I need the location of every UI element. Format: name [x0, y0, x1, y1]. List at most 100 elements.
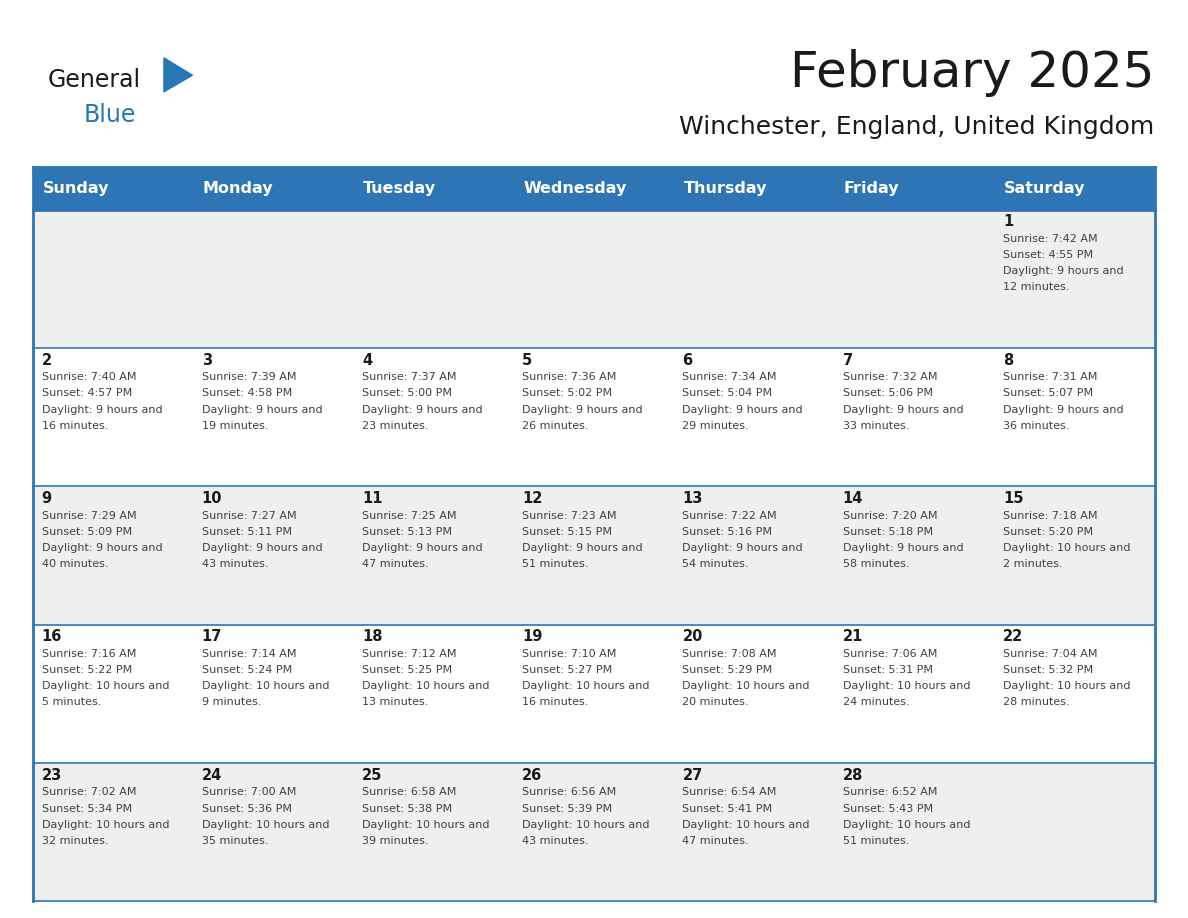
Text: 43 minutes.: 43 minutes.: [202, 559, 268, 569]
Text: Daylight: 10 hours and: Daylight: 10 hours and: [42, 820, 169, 830]
Text: 43 minutes.: 43 minutes.: [523, 835, 589, 845]
Text: Sunrise: 6:52 AM: Sunrise: 6:52 AM: [842, 788, 937, 798]
Text: Sunrise: 6:56 AM: Sunrise: 6:56 AM: [523, 788, 617, 798]
Text: 23: 23: [42, 767, 62, 783]
Text: Sunset: 5:09 PM: Sunset: 5:09 PM: [42, 527, 132, 537]
Bar: [33, 763, 1155, 901]
Text: 9: 9: [42, 491, 52, 506]
Text: Sunrise: 7:18 AM: Sunrise: 7:18 AM: [1003, 510, 1098, 521]
Text: Daylight: 10 hours and: Daylight: 10 hours and: [842, 820, 971, 830]
Text: Sunrise: 7:12 AM: Sunrise: 7:12 AM: [362, 649, 456, 659]
Text: Daylight: 9 hours and: Daylight: 9 hours and: [202, 543, 322, 553]
Text: Friday: Friday: [843, 181, 899, 196]
Text: Sunrise: 7:42 AM: Sunrise: 7:42 AM: [1003, 234, 1098, 244]
Text: Sunrise: 7:36 AM: Sunrise: 7:36 AM: [523, 373, 617, 382]
Text: 4: 4: [362, 353, 372, 367]
Text: 16 minutes.: 16 minutes.: [523, 698, 588, 708]
Text: 40 minutes.: 40 minutes.: [42, 559, 108, 569]
Text: Sunset: 5:24 PM: Sunset: 5:24 PM: [202, 666, 292, 675]
Text: 7: 7: [842, 353, 853, 367]
Text: Sunrise: 7:16 AM: Sunrise: 7:16 AM: [42, 649, 135, 659]
Text: Daylight: 9 hours and: Daylight: 9 hours and: [1003, 405, 1124, 415]
Text: Sunset: 5:11 PM: Sunset: 5:11 PM: [202, 527, 292, 537]
Text: Sunrise: 7:40 AM: Sunrise: 7:40 AM: [42, 373, 137, 382]
Text: 8: 8: [1003, 353, 1013, 367]
Text: February 2025: February 2025: [790, 50, 1155, 97]
Text: Sunrise: 7:31 AM: Sunrise: 7:31 AM: [1003, 373, 1098, 382]
Text: Daylight: 9 hours and: Daylight: 9 hours and: [842, 405, 963, 415]
Text: 54 minutes.: 54 minutes.: [682, 559, 748, 569]
Text: Sunrise: 7:10 AM: Sunrise: 7:10 AM: [523, 649, 617, 659]
Text: Tuesday: Tuesday: [364, 181, 436, 196]
Text: Sunrise: 7:25 AM: Sunrise: 7:25 AM: [362, 510, 456, 521]
Text: Sunset: 5:07 PM: Sunset: 5:07 PM: [1003, 388, 1093, 398]
Text: Sunrise: 7:39 AM: Sunrise: 7:39 AM: [202, 373, 296, 382]
Text: 24: 24: [202, 767, 222, 783]
Bar: [33, 167, 1155, 209]
Text: 39 minutes.: 39 minutes.: [362, 835, 429, 845]
Text: 9 minutes.: 9 minutes.: [202, 698, 261, 708]
Text: 24 minutes.: 24 minutes.: [842, 698, 909, 708]
Text: Sunset: 5:39 PM: Sunset: 5:39 PM: [523, 803, 612, 813]
Text: 10: 10: [202, 491, 222, 506]
Text: 19 minutes.: 19 minutes.: [202, 420, 268, 431]
Text: 1: 1: [1003, 214, 1013, 230]
Text: 26 minutes.: 26 minutes.: [523, 420, 589, 431]
Text: Daylight: 9 hours and: Daylight: 9 hours and: [682, 543, 803, 553]
Text: 13 minutes.: 13 minutes.: [362, 698, 429, 708]
Text: Daylight: 9 hours and: Daylight: 9 hours and: [523, 543, 643, 553]
Text: Daylight: 9 hours and: Daylight: 9 hours and: [1003, 266, 1124, 276]
Text: Sunrise: 7:29 AM: Sunrise: 7:29 AM: [42, 510, 137, 521]
Text: Daylight: 10 hours and: Daylight: 10 hours and: [362, 820, 489, 830]
Text: 3: 3: [202, 353, 211, 367]
Text: 2 minutes.: 2 minutes.: [1003, 559, 1062, 569]
Text: Daylight: 10 hours and: Daylight: 10 hours and: [523, 820, 650, 830]
Text: Saturday: Saturday: [1004, 181, 1086, 196]
Text: 32 minutes.: 32 minutes.: [42, 835, 108, 845]
Text: Daylight: 10 hours and: Daylight: 10 hours and: [362, 681, 489, 691]
Text: 19: 19: [523, 630, 543, 644]
Text: Sunset: 5:34 PM: Sunset: 5:34 PM: [42, 803, 132, 813]
Text: 47 minutes.: 47 minutes.: [362, 559, 429, 569]
Text: 29 minutes.: 29 minutes.: [682, 420, 750, 431]
Text: Blue: Blue: [83, 103, 135, 127]
Text: Sunrise: 7:06 AM: Sunrise: 7:06 AM: [842, 649, 937, 659]
Text: Monday: Monday: [203, 181, 273, 196]
Text: Daylight: 9 hours and: Daylight: 9 hours and: [42, 405, 163, 415]
Polygon shape: [164, 58, 192, 92]
Text: 11: 11: [362, 491, 383, 506]
Text: Sunrise: 7:08 AM: Sunrise: 7:08 AM: [682, 649, 777, 659]
Text: 16: 16: [42, 630, 62, 644]
Text: Sunset: 4:57 PM: Sunset: 4:57 PM: [42, 388, 132, 398]
Text: Sunset: 5:13 PM: Sunset: 5:13 PM: [362, 527, 451, 537]
Text: Sunset: 5:02 PM: Sunset: 5:02 PM: [523, 388, 612, 398]
Text: Thursday: Thursday: [683, 181, 767, 196]
Text: Sunrise: 7:00 AM: Sunrise: 7:00 AM: [202, 788, 296, 798]
Text: Daylight: 9 hours and: Daylight: 9 hours and: [523, 405, 643, 415]
Text: Sunrise: 7:27 AM: Sunrise: 7:27 AM: [202, 510, 297, 521]
Text: Sunrise: 7:04 AM: Sunrise: 7:04 AM: [1003, 649, 1098, 659]
Text: Sunrise: 7:14 AM: Sunrise: 7:14 AM: [202, 649, 296, 659]
Text: Sunrise: 7:22 AM: Sunrise: 7:22 AM: [682, 510, 777, 521]
Text: Daylight: 10 hours and: Daylight: 10 hours and: [523, 681, 650, 691]
Text: 5 minutes.: 5 minutes.: [42, 698, 101, 708]
Text: Daylight: 10 hours and: Daylight: 10 hours and: [202, 820, 329, 830]
Text: 17: 17: [202, 630, 222, 644]
Text: Daylight: 9 hours and: Daylight: 9 hours and: [362, 405, 482, 415]
Text: Sunset: 5:43 PM: Sunset: 5:43 PM: [842, 803, 933, 813]
Text: Daylight: 10 hours and: Daylight: 10 hours and: [202, 681, 329, 691]
Text: 28: 28: [842, 767, 862, 783]
Text: 36 minutes.: 36 minutes.: [1003, 420, 1069, 431]
Text: 35 minutes.: 35 minutes.: [202, 835, 268, 845]
Text: Sunset: 5:38 PM: Sunset: 5:38 PM: [362, 803, 453, 813]
Text: Sunset: 5:25 PM: Sunset: 5:25 PM: [362, 666, 453, 675]
Text: 51 minutes.: 51 minutes.: [523, 559, 588, 569]
Bar: [33, 487, 1155, 625]
Text: Daylight: 10 hours and: Daylight: 10 hours and: [682, 820, 810, 830]
Text: 20: 20: [682, 630, 703, 644]
Bar: [33, 348, 1155, 487]
Text: Sunset: 4:58 PM: Sunset: 4:58 PM: [202, 388, 292, 398]
Text: Sunset: 5:04 PM: Sunset: 5:04 PM: [682, 388, 772, 398]
Text: 18: 18: [362, 630, 383, 644]
Text: Sunset: 5:29 PM: Sunset: 5:29 PM: [682, 666, 772, 675]
